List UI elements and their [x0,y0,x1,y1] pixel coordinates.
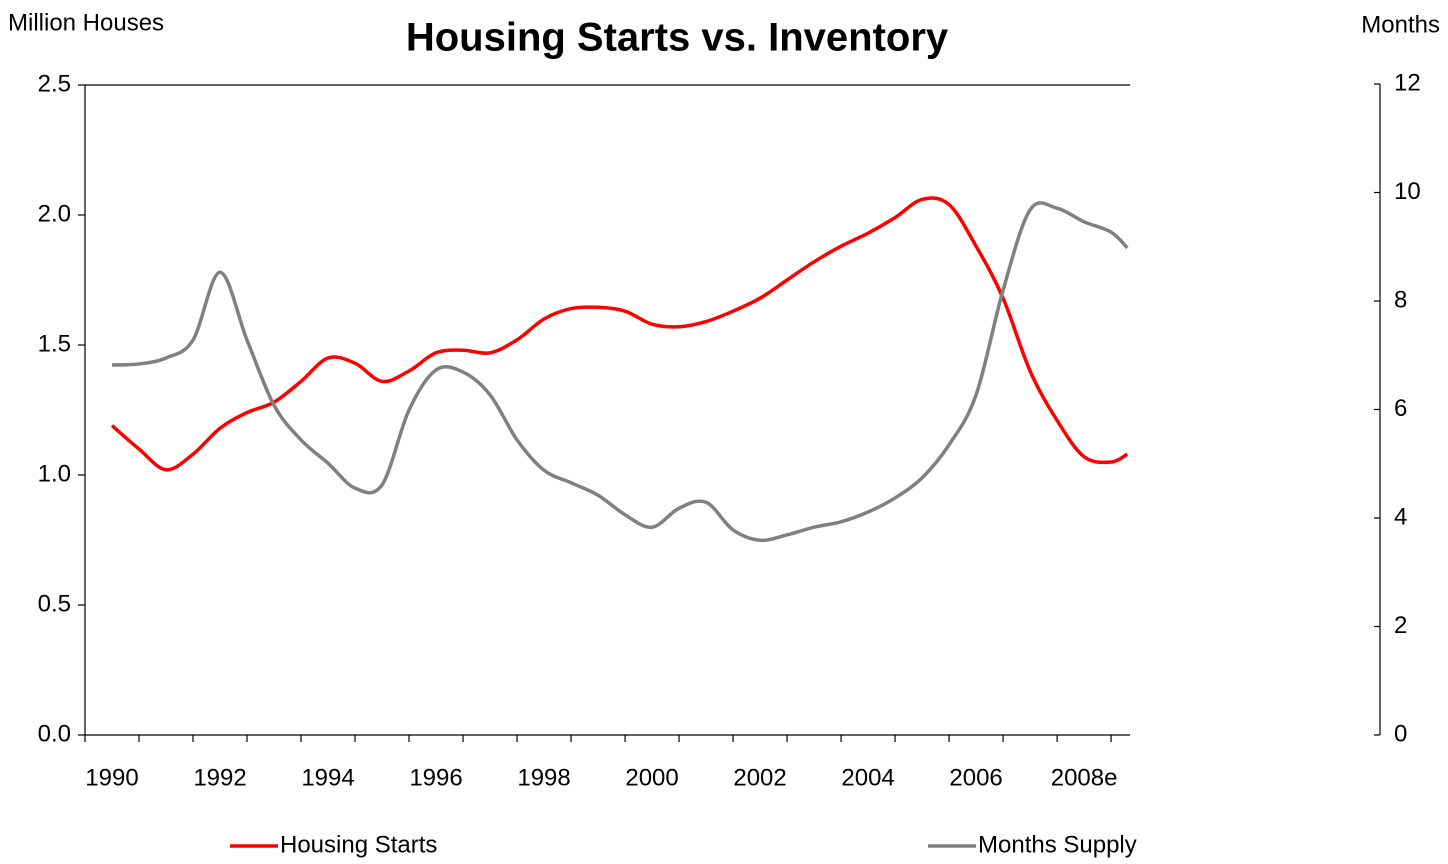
x-tick-label: 1996 [409,764,462,791]
x-tick-label: 2008e [1051,764,1118,791]
legend-label: Months Supply [978,831,1137,858]
x-tick-label: 2002 [733,764,786,791]
chart-title: Housing Starts vs. Inventory [406,16,949,60]
y-axis-label: Million Houses [8,9,164,36]
series-line [110,196,1129,472]
y2-tick-label: 4 [1394,503,1407,530]
series-line [111,201,1129,543]
x-tick-label: 2000 [625,764,678,791]
x-tick-label: 2004 [841,764,894,791]
y-tick-label: 0.0 [38,720,71,747]
y-tick-label: 1.5 [38,330,71,357]
y2-tick-label: 2 [1394,612,1407,639]
y2-tick-label: 10 [1394,178,1421,205]
y2-axis-label: Months [1361,11,1440,38]
y2-tick-label: 0 [1394,720,1407,747]
x-tick-label: 1990 [85,764,138,791]
x-tick-label: 1998 [517,764,570,791]
y-tick-label: 0.5 [38,590,71,617]
y2-tick-label: 12 [1394,69,1421,96]
legend-label: Housing Starts [280,831,437,858]
y-tick-label: 2.0 [38,200,71,227]
y2-tick-label: 6 [1394,395,1407,422]
x-tick-label: 1992 [193,764,246,791]
y-tick-label: 1.0 [38,460,71,487]
x-tick-label: 1994 [301,764,354,791]
x-tick-label: 2006 [949,764,1002,791]
y-tick-label: 2.5 [38,70,71,97]
y2-tick-label: 8 [1394,286,1407,313]
